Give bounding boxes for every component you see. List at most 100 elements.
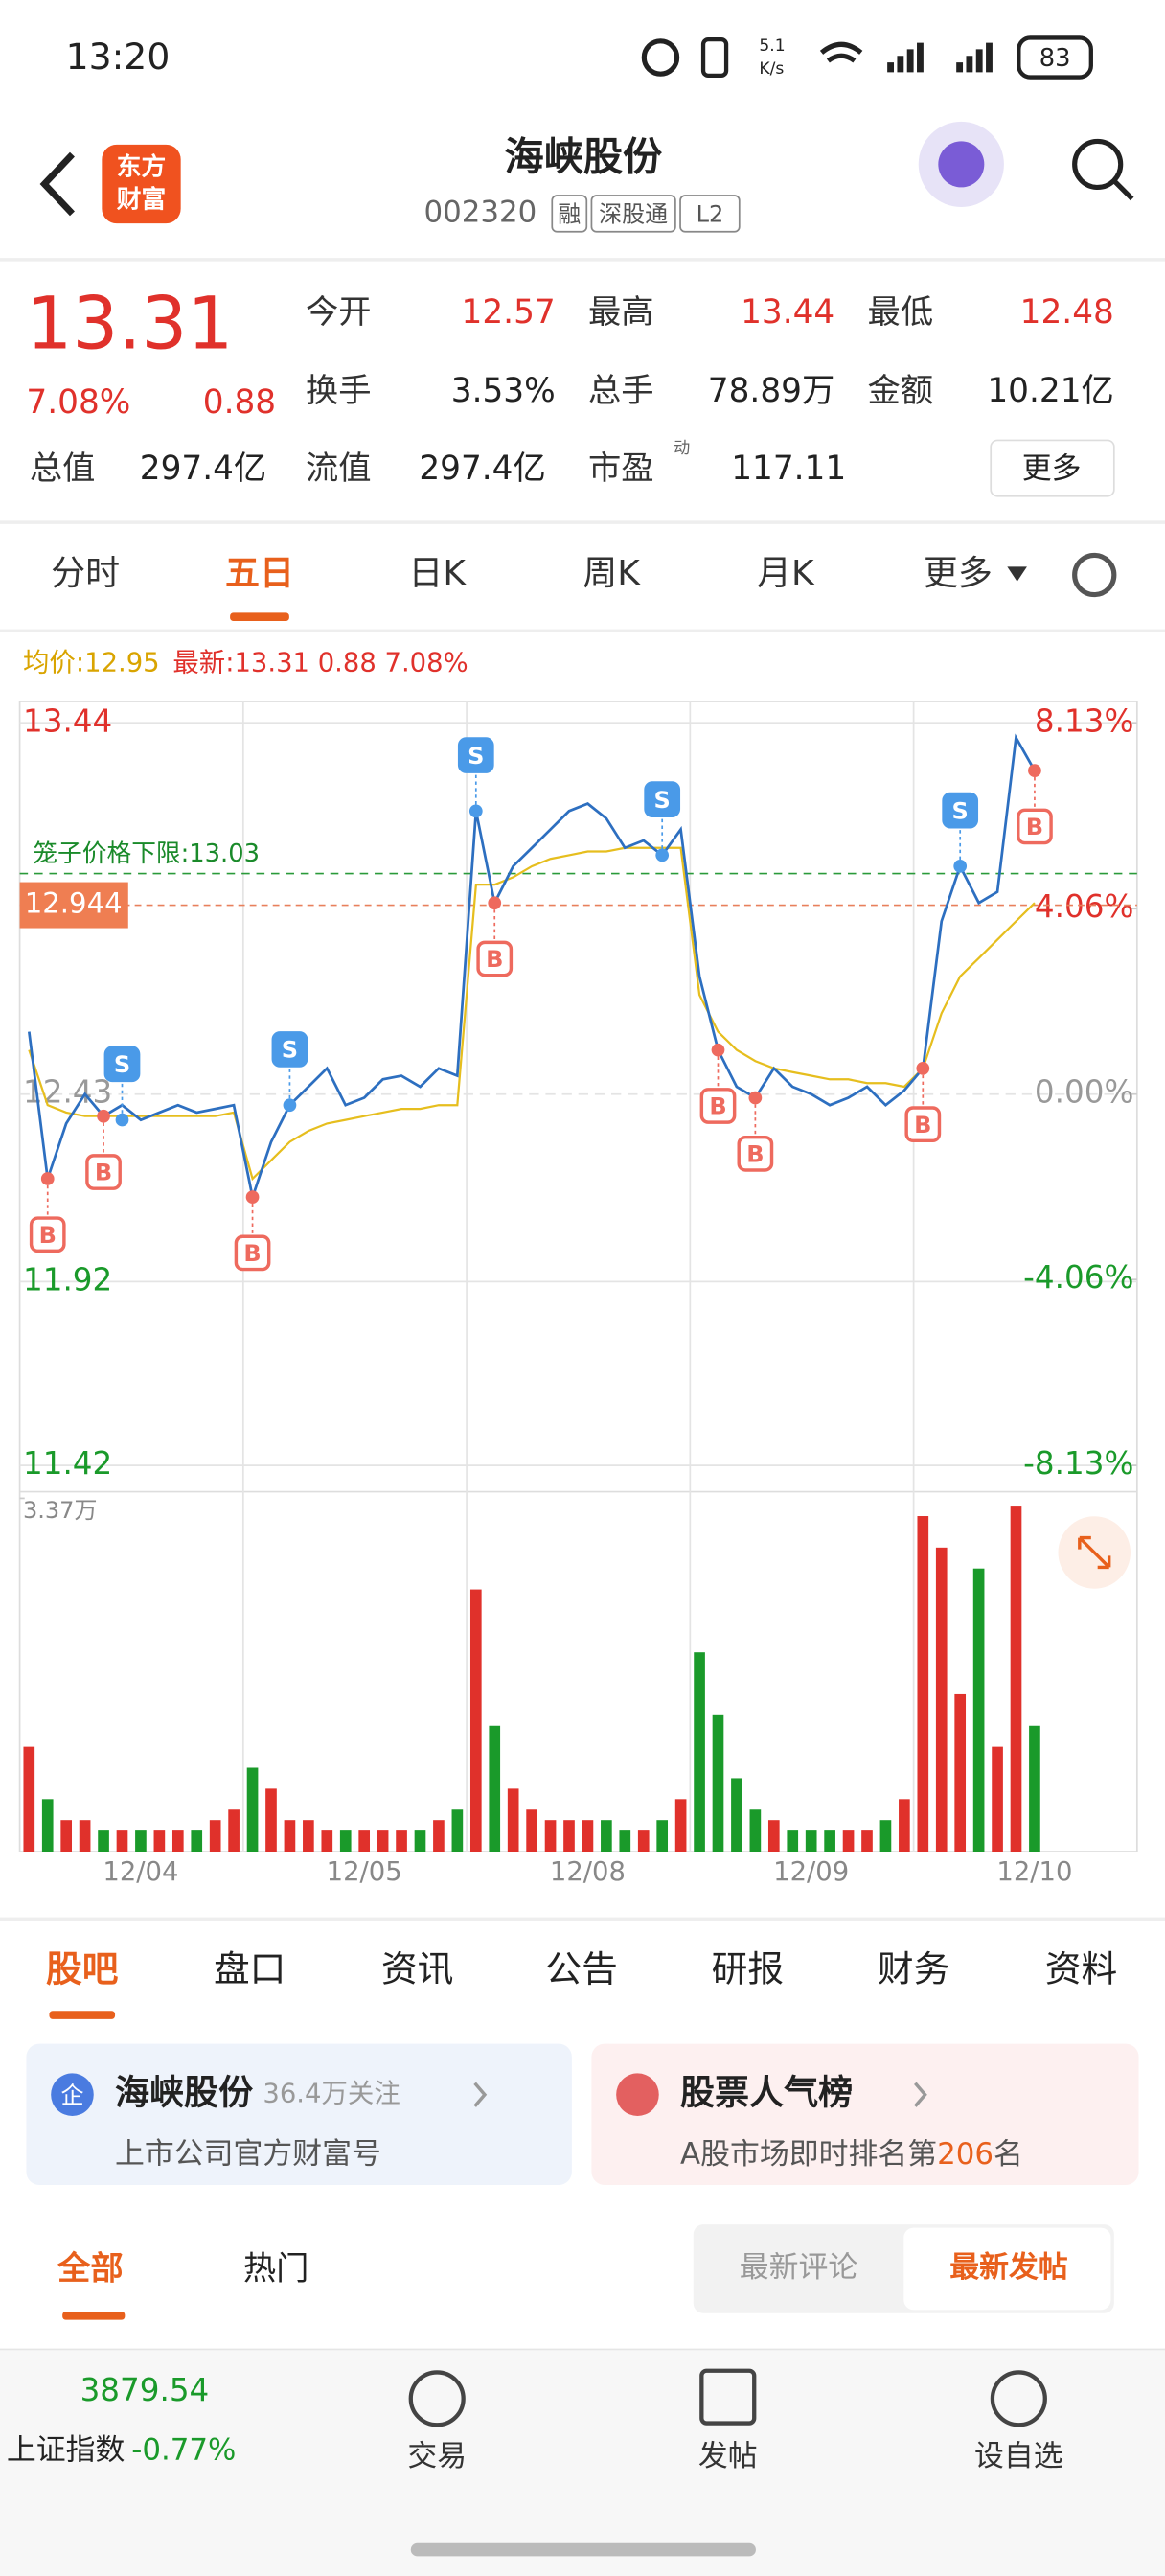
trade-point bbox=[953, 860, 968, 873]
volume-bar bbox=[321, 1830, 333, 1852]
alarm-icon bbox=[641, 38, 680, 77]
rank-card[interactable] bbox=[591, 2043, 1139, 2185]
marker-badge[interactable] bbox=[1017, 808, 1053, 845]
volume-bar bbox=[899, 1799, 910, 1852]
stock-code: 002320 bbox=[423, 195, 537, 229]
index-value[interactable]: 3879.54 bbox=[80, 2372, 210, 2408]
code-tag bbox=[679, 195, 741, 233]
last-price: 13.31 bbox=[26, 281, 233, 365]
marker-badge[interactable] bbox=[103, 1046, 141, 1083]
marker-label: S bbox=[952, 797, 969, 824]
volume-bar bbox=[749, 1809, 762, 1852]
volume-bar bbox=[712, 1714, 724, 1852]
filter-hot[interactable]: 热门 bbox=[243, 2250, 309, 2288]
battery-icon[interactable] bbox=[1017, 35, 1093, 80]
net-unit: K/s bbox=[759, 59, 784, 79]
more-button[interactable] bbox=[990, 439, 1115, 497]
period-tab[interactable]: 更多 bbox=[924, 554, 993, 593]
sub-tab[interactable]: 盘口 bbox=[214, 1948, 286, 1990]
sub-tab[interactable]: 公告 bbox=[545, 1948, 617, 1990]
period-tab[interactable]: 周K bbox=[582, 554, 641, 593]
volume-bar bbox=[171, 1830, 184, 1852]
volume-bar bbox=[544, 1820, 557, 1852]
chart: 13.4412.4311.9211.428.13%4.06%0.00%-4.06… bbox=[19, 702, 1137, 1887]
field-value: 117.11 bbox=[731, 449, 846, 488]
y2-tick-label: 4.06% bbox=[1035, 888, 1133, 925]
marker-badge[interactable] bbox=[271, 1031, 308, 1068]
period-tab[interactable]: 日K bbox=[408, 554, 467, 593]
marker-badge[interactable] bbox=[644, 781, 681, 817]
y-tick-label: 13.44 bbox=[23, 702, 112, 739]
sub-tab-underline bbox=[49, 2011, 116, 2019]
index-name: 上证指数 bbox=[7, 2432, 125, 2467]
code-tag bbox=[551, 195, 588, 233]
marker-badge[interactable] bbox=[234, 1234, 271, 1272]
trade-point bbox=[748, 1091, 763, 1105]
marker-label: B bbox=[1026, 814, 1043, 840]
search-button[interactable] bbox=[1072, 138, 1124, 190]
tab-underline bbox=[230, 612, 289, 621]
sort-post[interactable]: 最新发帖 bbox=[949, 2250, 1067, 2285]
avg-line bbox=[28, 846, 1036, 1182]
marker-badge[interactable] bbox=[942, 792, 979, 829]
marker-badge[interactable] bbox=[699, 1088, 737, 1124]
marker-label: B bbox=[914, 1112, 931, 1138]
field-label: 今开 bbox=[306, 293, 372, 332]
volume-bar bbox=[489, 1725, 501, 1852]
marker-badge[interactable] bbox=[85, 1154, 122, 1190]
card-title: 海峡股份 36.4万关注 bbox=[115, 2074, 400, 2113]
marker-label: B bbox=[746, 1141, 764, 1168]
logo-text: 东方 bbox=[117, 151, 166, 181]
chevron bbox=[473, 2082, 488, 2107]
field-label: 市盈 bbox=[588, 449, 654, 488]
volume-bar bbox=[563, 1820, 575, 1852]
y2-tick-label: 8.13% bbox=[1035, 702, 1133, 739]
volume-bar bbox=[842, 1830, 855, 1852]
marker-badge[interactable] bbox=[904, 1106, 942, 1143]
sub-tab[interactable]: 资料 bbox=[1045, 1948, 1117, 1990]
code-tag-text: 深股通 bbox=[599, 201, 668, 228]
x-tick-label: 12/10 bbox=[996, 1857, 1072, 1887]
sub-tab[interactable]: 资讯 bbox=[381, 1948, 453, 1990]
filter-underline bbox=[62, 2312, 126, 2320]
code-tag-text: 融 bbox=[558, 201, 581, 228]
filter-all[interactable]: 全部 bbox=[57, 2250, 124, 2288]
marker-badge[interactable] bbox=[457, 737, 494, 773]
period-tab[interactable]: 五日 bbox=[225, 554, 294, 593]
sub-tab[interactable]: 财务 bbox=[878, 1948, 949, 1990]
marker-label: S bbox=[114, 1051, 130, 1078]
sub-tabs: 股吧 盘口 资讯 公告 研报 财务 资料 bbox=[46, 1948, 1117, 2019]
sort-active bbox=[903, 2227, 1111, 2311]
card-followers: 36.4万关注 bbox=[263, 2079, 400, 2108]
sub-tab[interactable]: 股吧 bbox=[46, 1948, 119, 1990]
bottom-button[interactable]: 交易 bbox=[407, 2439, 467, 2473]
assistant-face bbox=[938, 141, 985, 188]
bottom-button[interactable]: 设自选 bbox=[974, 2439, 1063, 2473]
chart-legend: 均价:12.95 最新:13.31 0.88 7.08% bbox=[23, 648, 468, 678]
period-tab[interactable]: 分时 bbox=[51, 554, 120, 593]
volume-bar bbox=[265, 1788, 277, 1852]
volume-bar bbox=[303, 1820, 314, 1852]
marker-badge[interactable] bbox=[29, 1216, 66, 1254]
signal-icon bbox=[887, 42, 993, 73]
settings-button[interactable] bbox=[1072, 552, 1117, 598]
volume-bar bbox=[339, 1830, 352, 1852]
more-label: 更多 bbox=[1022, 451, 1082, 486]
marker-label: S bbox=[468, 743, 484, 770]
bottom-button[interactable]: 发帖 bbox=[698, 2439, 758, 2473]
volume-bar bbox=[507, 1788, 519, 1852]
sub-tab[interactable]: 研报 bbox=[712, 1948, 784, 1990]
volume-bar bbox=[805, 1830, 817, 1852]
index-line[interactable]: 上证指数 -0.77% bbox=[7, 2432, 237, 2467]
period-tab[interactable]: 月K bbox=[757, 554, 815, 593]
volume-bar bbox=[153, 1830, 166, 1852]
pe-note: 动 bbox=[674, 439, 690, 458]
official-card[interactable] bbox=[26, 2043, 572, 2185]
sort-comment[interactable]: 最新评论 bbox=[740, 2250, 858, 2285]
marker-badge[interactable] bbox=[737, 1135, 774, 1172]
marker-badge[interactable] bbox=[476, 940, 514, 978]
tag-group: 融深股通 L2 bbox=[551, 195, 741, 233]
field-label: 流值 bbox=[306, 449, 372, 488]
back-button[interactable] bbox=[39, 151, 75, 217]
app-logo[interactable] bbox=[102, 144, 181, 224]
